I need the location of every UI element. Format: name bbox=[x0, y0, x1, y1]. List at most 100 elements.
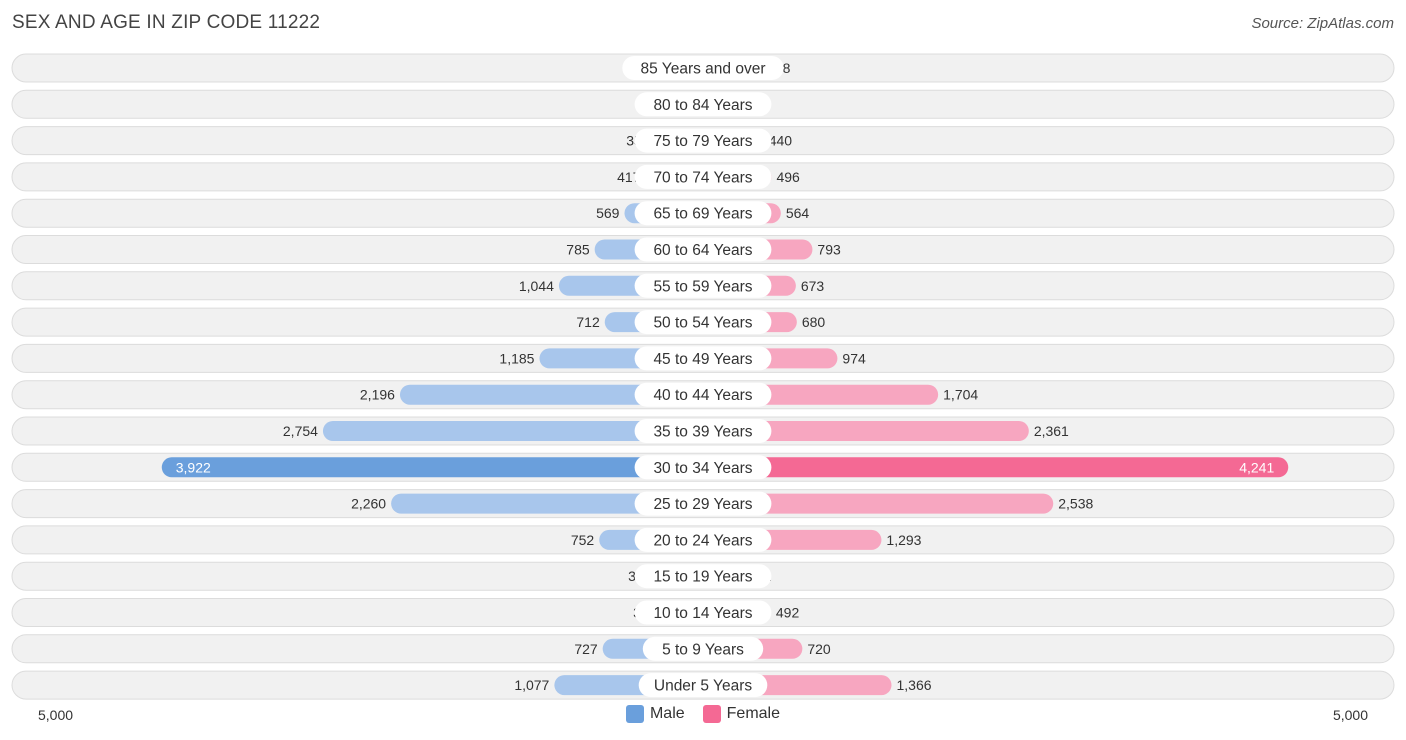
legend-swatch-male bbox=[625, 705, 644, 723]
category-label: 50 to 54 Years bbox=[653, 315, 752, 332]
category-label: 70 to 74 Years bbox=[653, 169, 752, 186]
female-value-label: 974 bbox=[842, 350, 866, 366]
chart-title: SEX AND AGE IN ZIP CODE 11222 bbox=[12, 12, 321, 33]
age-row: 417 496 70 to 74 Years bbox=[11, 162, 1395, 192]
category-label: 35 to 39 Years bbox=[653, 424, 752, 441]
male-value-label: 2,754 bbox=[283, 423, 318, 439]
age-row: 785 793 60 to 64 Years bbox=[11, 235, 1395, 264]
female-value-label: 1,704 bbox=[943, 387, 978, 403]
category-label-pill bbox=[634, 600, 772, 625]
category-label: 40 to 44 Years bbox=[653, 387, 752, 404]
category-label: 80 to 84 Years bbox=[653, 97, 752, 114]
category-label-pill bbox=[634, 164, 772, 189]
female-bar bbox=[703, 493, 1054, 514]
female-value-label: 492 bbox=[776, 605, 800, 621]
legend-item-male: Male bbox=[625, 705, 685, 723]
category-label-pill bbox=[634, 237, 772, 262]
category-label-pill bbox=[634, 382, 772, 407]
male-value-label: 2,196 bbox=[360, 387, 395, 403]
category-label-pill bbox=[622, 56, 784, 80]
category-label-pill bbox=[642, 636, 764, 661]
legend-label-female: Female bbox=[726, 705, 781, 722]
category-label: 15 to 19 Years bbox=[653, 569, 752, 586]
category-label: 20 to 24 Years bbox=[653, 532, 752, 549]
category-label: 60 to 64 Years bbox=[653, 242, 752, 259]
age-row: 30149210 to 14 Years bbox=[11, 598, 1395, 627]
age-row: 3,922 4,241 30 to 34 Years bbox=[11, 452, 1395, 482]
age-row: 18442885 Years and over bbox=[11, 53, 1395, 83]
male-value-label: 785 bbox=[566, 242, 590, 258]
category-label-pill bbox=[634, 346, 772, 371]
male-value-label: 569 bbox=[596, 205, 620, 221]
male-value-label: 1,185 bbox=[499, 350, 534, 366]
age-row: 1,077 1,366 Under 5 Years bbox=[11, 670, 1395, 700]
female-bar bbox=[703, 421, 1029, 441]
category-label-pill bbox=[638, 673, 768, 698]
category-label: Under 5 Years bbox=[654, 678, 752, 695]
age-row: 2,196 1,704 40 to 44 Years bbox=[11, 380, 1395, 410]
category-label-pill bbox=[634, 419, 772, 443]
category-label: 75 to 79 Years bbox=[653, 133, 752, 150]
female-value-label: 564 bbox=[786, 205, 810, 221]
female-value-label: 440 bbox=[769, 133, 793, 149]
male-bar bbox=[391, 493, 703, 514]
category-label: 25 to 29 Years bbox=[653, 496, 752, 513]
legend: Male Female bbox=[0, 705, 1406, 723]
category-label-pill bbox=[634, 273, 772, 298]
male-value-label: 417 bbox=[617, 169, 641, 185]
legend-item-female: Female bbox=[702, 705, 781, 723]
age-row: 2,260 2,538 25 to 29 Years bbox=[11, 489, 1395, 519]
category-label: 85 Years and over bbox=[641, 61, 766, 78]
male-value-label: 727 bbox=[574, 641, 598, 657]
female-value-label: 496 bbox=[776, 169, 800, 185]
female-value-label: 1,366 bbox=[897, 677, 932, 693]
age-row: 1,185 974 45 to 49 Years bbox=[11, 343, 1395, 373]
legend-label-male: Male bbox=[649, 705, 685, 722]
male-value-label: 712 bbox=[576, 314, 600, 330]
axis-label-right: 5,000 bbox=[1332, 707, 1368, 723]
age-row: 712 680 50 to 54 Years bbox=[11, 307, 1395, 337]
female-value-label: 793 bbox=[817, 242, 841, 258]
category-label-pill bbox=[634, 527, 772, 552]
age-row: 33729115 to 19 Years bbox=[11, 561, 1395, 591]
male-value-label: 752 bbox=[571, 532, 595, 548]
category-label: 30 to 34 Years bbox=[653, 460, 752, 477]
male-bar bbox=[161, 457, 703, 478]
male-value-label: 3,922 bbox=[176, 459, 211, 475]
category-label: 55 to 59 Years bbox=[653, 278, 752, 295]
female-value-label: 680 bbox=[802, 314, 826, 330]
category-label-pill bbox=[634, 310, 772, 335]
source-credit: Source: ZipAtlas.com bbox=[1251, 15, 1394, 32]
male-bar bbox=[322, 421, 703, 441]
category-label-pill bbox=[634, 455, 772, 480]
age-row: 1,044 673 55 to 59 Years bbox=[11, 271, 1395, 301]
category-label-pill bbox=[634, 201, 772, 226]
female-bar bbox=[703, 457, 1289, 478]
category-label-pill bbox=[634, 491, 772, 516]
category-label: 65 to 69 Years bbox=[653, 206, 752, 223]
category-label-pill bbox=[634, 128, 772, 153]
age-row: 35144075 to 79 Years bbox=[11, 126, 1395, 156]
female-value-label: 2,361 bbox=[1034, 423, 1069, 439]
female-value-label: 1,293 bbox=[886, 532, 921, 548]
category-label: 45 to 49 Years bbox=[653, 351, 752, 368]
age-row: 2,754 2,361 35 to 39 Years bbox=[11, 416, 1395, 446]
male-value-label: 2,260 bbox=[351, 496, 386, 512]
legend-swatch-female bbox=[702, 705, 721, 723]
axis-label-left: 5,000 bbox=[38, 707, 74, 723]
category-label-pill bbox=[634, 564, 772, 589]
female-value-label: 2,538 bbox=[1058, 496, 1093, 512]
age-row: 27923180 to 84 Years bbox=[11, 89, 1395, 119]
female-value-label: 720 bbox=[807, 641, 831, 657]
category-label: 5 to 9 Years bbox=[662, 641, 744, 658]
female-value-label: 673 bbox=[801, 278, 825, 294]
age-row: 727 720 5 to 9 Years bbox=[11, 634, 1395, 664]
age-row: 752 1,293 20 to 24 Years bbox=[11, 525, 1395, 555]
category-label-pill bbox=[634, 92, 772, 117]
female-value-label: 4,241 bbox=[1239, 459, 1274, 475]
male-value-label: 1,077 bbox=[514, 677, 549, 693]
male-value-label: 1,044 bbox=[519, 278, 554, 294]
category-label: 10 to 14 Years bbox=[653, 605, 752, 622]
male-bar bbox=[399, 384, 703, 405]
